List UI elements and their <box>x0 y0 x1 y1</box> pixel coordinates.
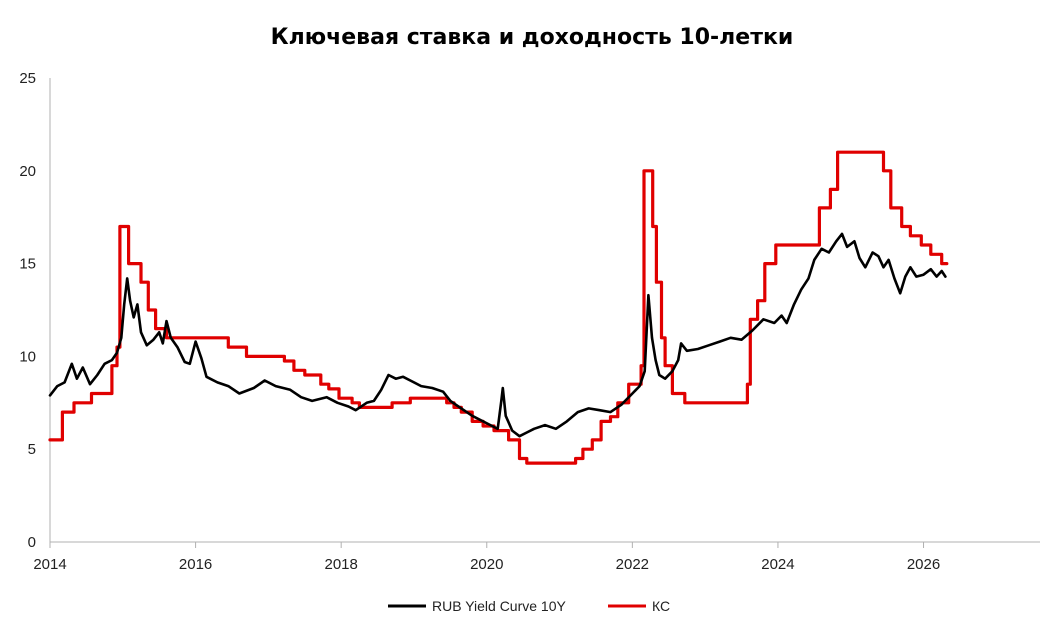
series-layer <box>48 150 949 465</box>
x-tick-label: 2020 <box>470 556 503 573</box>
y-tick-label: 15 <box>19 256 36 273</box>
x-tick-labels: 2014 2016 2018 2020 2022 2024 2026 <box>33 542 940 573</box>
x-tick-label: 2022 <box>616 556 649 573</box>
chart-title: Ключевая ставка и доходность 10-летки <box>271 25 794 50</box>
legend: RUB Yield Curve 10Y КС <box>388 598 670 614</box>
x-tick-label: 2016 <box>179 556 212 573</box>
legend-label-rub-yield: RUB Yield Curve 10Y <box>432 598 567 614</box>
y-tick-label: 25 <box>19 70 36 87</box>
axes <box>49 78 1040 543</box>
x-tick-label: 2018 <box>324 556 357 573</box>
series-line-rub-yield-10y <box>48 232 947 438</box>
y-tick-labels: 0 5 10 15 20 25 <box>19 70 36 551</box>
x-tick-label: 2014 <box>33 556 66 573</box>
x-tick-label: 2026 <box>907 556 940 573</box>
x-tick-label: 2024 <box>761 556 794 573</box>
y-tick-label: 20 <box>19 163 36 180</box>
y-tick-label: 0 <box>28 534 36 551</box>
y-tick-label: 5 <box>28 441 36 458</box>
legend-label-key-rate: КС <box>652 598 670 614</box>
y-tick-label: 10 <box>19 348 36 365</box>
